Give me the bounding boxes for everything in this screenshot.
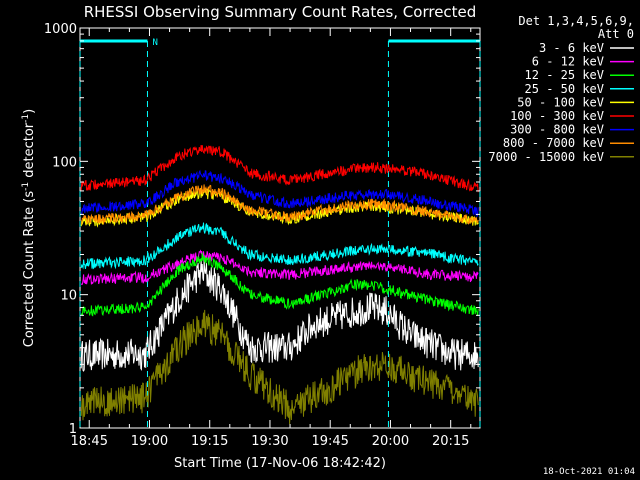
legend-label: 50 - 100 keV	[517, 95, 604, 109]
series-line	[80, 252, 479, 317]
y-tick-label: 1000	[44, 22, 77, 37]
x-tick-label: 19:45	[311, 434, 348, 449]
legend-label: 800 - 7000 keV	[503, 136, 604, 150]
night-markers: N	[79, 38, 481, 428]
legend-label: 12 - 25 keV	[525, 68, 604, 82]
legend-header-line-2: Att 0	[598, 27, 634, 41]
x-tick-label: 20:15	[432, 434, 469, 449]
series-line	[80, 169, 479, 218]
y-axis-label: Corrected Count Rate (s-1 detector-1)	[21, 109, 37, 347]
series-line	[80, 309, 479, 425]
legend-label: 6 - 12 keV	[532, 55, 604, 69]
night-label: N	[152, 38, 157, 48]
legend-label: 25 - 50 keV	[525, 82, 604, 96]
chart-title: RHESSI Observing Summary Count Rates, Co…	[84, 3, 477, 21]
series-line	[80, 222, 479, 270]
x-tick-label: 20:00	[372, 434, 409, 449]
legend-label: 100 - 300 keV	[510, 109, 604, 123]
series-line	[80, 259, 479, 372]
x-axis-label: Start Time (17-Nov-06 18:42:42)	[174, 456, 386, 471]
series-line	[80, 249, 479, 285]
y-tick-label: 10	[60, 289, 77, 304]
legend-header-line-1: Det 1,3,4,5,6,9,	[518, 14, 634, 28]
timestamp: 18-Oct-2021 01:04	[543, 467, 635, 477]
legend-label: 300 - 800 keV	[510, 123, 604, 137]
y-tick-label: 1	[69, 422, 77, 437]
x-tick-label: 18:45	[71, 434, 108, 449]
y-tick-label: 100	[52, 155, 77, 170]
plot-frame	[79, 27, 481, 429]
series-line	[80, 184, 479, 226]
series-line	[80, 144, 479, 193]
legend-label: 3 - 6 keV	[539, 41, 604, 55]
x-tick-label: 19:30	[251, 434, 288, 449]
x-tick-label: 19:00	[131, 434, 168, 449]
x-tick-label: 19:15	[191, 434, 228, 449]
legend-label: 7000 - 15000 keV	[488, 150, 604, 164]
series-lines	[80, 144, 479, 425]
axis-ticks: 18:45 19:00 19:15 19:30 19:45 20:00 20:15 1 10 10…	[44, 22, 480, 449]
